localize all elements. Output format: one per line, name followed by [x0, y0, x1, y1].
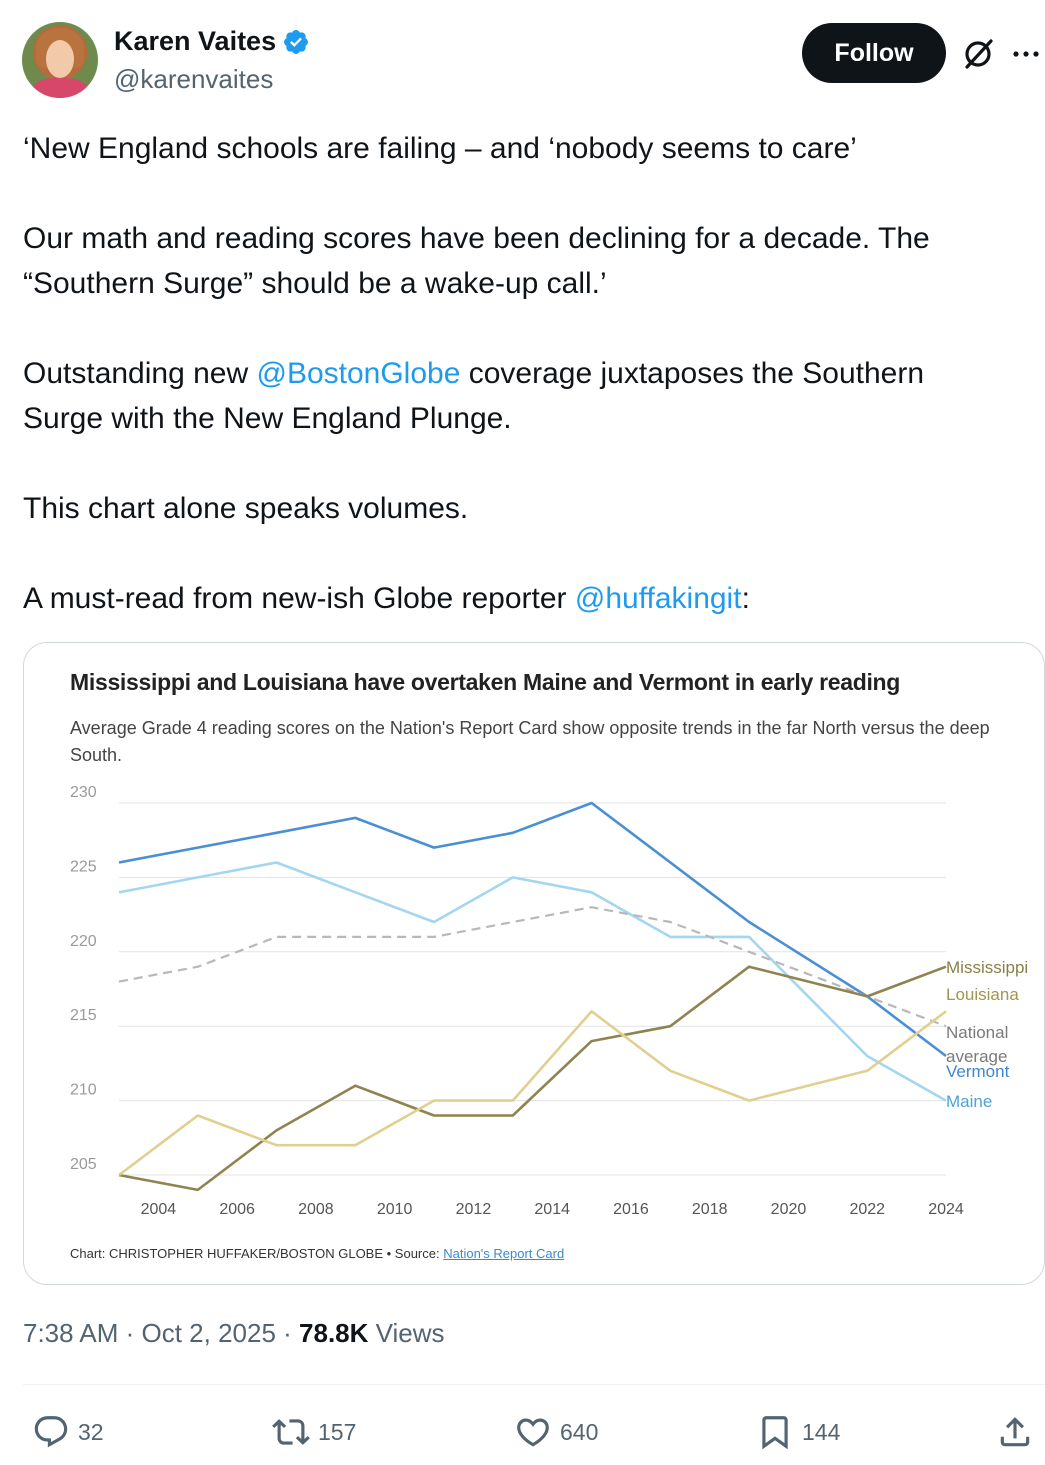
repost-count: 157 [318, 1418, 357, 1445]
avatar[interactable] [22, 22, 98, 98]
more-options-icon[interactable] [1010, 36, 1042, 72]
handle[interactable]: @karenvaites [114, 64, 274, 94]
series-label: National [946, 1023, 1008, 1042]
tweet-text: ‘New England schools are failing – and ‘… [23, 126, 1013, 621]
chart-source-link[interactable]: Nation's Report Card [443, 1246, 565, 1261]
avatar-face [46, 40, 74, 78]
chart-credit: Chart: CHRISTOPHER HUFFAKER/BOSTON GLOBE… [70, 1246, 564, 1261]
text-segment: coverage juxtaposes the Southern [460, 357, 925, 390]
grok-icon[interactable] [960, 36, 996, 72]
series-line-louisiana [118, 1009, 947, 1177]
y-tick-label: 205 [70, 1156, 97, 1173]
repost-icon [272, 1419, 310, 1445]
x-tick-label: 2006 [219, 1201, 255, 1218]
x-tick-label: 2012 [456, 1201, 492, 1218]
text-segment: Outstanding new [23, 357, 257, 390]
display-name[interactable]: Karen Vaites [114, 26, 277, 56]
y-tick-label: 230 [70, 784, 97, 801]
mention-link-huffakingit[interactable]: @huffakingit [574, 582, 742, 615]
avatar-shirt [32, 78, 88, 98]
divider [23, 1384, 1045, 1385]
chart-image-card[interactable]: Mississippi and Louisiana have overtaken… [23, 642, 1045, 1285]
bookmark-button[interactable]: 144 [756, 1404, 840, 1460]
series-label: Louisiana [946, 985, 1019, 1004]
y-tick-label: 210 [70, 1082, 97, 1099]
series-line-national-average [118, 906, 947, 1028]
chart-credit-text: Chart: CHRISTOPHER HUFFAKER/BOSTON GLOBE… [70, 1246, 444, 1261]
like-count: 640 [560, 1418, 599, 1445]
x-tick-label: 2004 [141, 1201, 177, 1218]
text-segment: : [741, 582, 750, 615]
views-count: 78.8K [299, 1318, 369, 1348]
name-row: Karen Vaites [114, 26, 310, 57]
x-tick-label: 2014 [534, 1201, 570, 1218]
series-label: Mississippi [946, 958, 1028, 977]
x-tick-label: 2022 [849, 1201, 885, 1218]
mention-link-bostonglobe[interactable]: @BostonGlobe [256, 357, 461, 390]
bookmark-icon [762, 1416, 788, 1450]
heart-icon [517, 1418, 549, 1447]
tweet-paragraph: Our math and reading scores have been de… [23, 222, 930, 255]
views-label: Views [368, 1318, 445, 1348]
series-line-vermont [118, 801, 947, 1058]
bookmark-count: 144 [802, 1418, 841, 1445]
x-tick-label: 2010 [377, 1201, 413, 1218]
repost-button[interactable]: 157 [272, 1404, 356, 1460]
tweet-header: Karen Vaites @karenvaites Follow [0, 0, 1045, 110]
x-tick-label: 2020 [771, 1201, 807, 1218]
x-tick-label: 2018 [692, 1201, 728, 1218]
share-button[interactable] [996, 1404, 1034, 1460]
tweet-paragraph: ‘New England schools are failing – and ‘… [23, 132, 857, 165]
x-tick-label: 2016 [613, 1201, 649, 1218]
y-tick-label: 215 [70, 1007, 97, 1024]
follow-button[interactable]: Follow [802, 23, 946, 83]
chart-subtitle: Average Grade 4 reading scores on the Na… [70, 718, 990, 765]
series-label: Vermont [946, 1062, 1010, 1081]
y-tick-label: 220 [70, 933, 97, 950]
chart-title: Mississippi and Louisiana have overtaken… [70, 669, 901, 695]
reply-button[interactable]: 32 [32, 1404, 104, 1460]
reply-icon [34, 1416, 68, 1448]
y-tick-label: 225 [70, 858, 97, 875]
tweet-paragraph: A must-read from new-ish Globe reporter … [23, 576, 1013, 621]
series-label: Maine [946, 1092, 992, 1111]
like-button[interactable]: 640 [514, 1404, 598, 1460]
tweet-paragraph: Outstanding new @BostonGlobe coverage ju… [23, 351, 1013, 396]
tweet-paragraph: Surge with the New England Plunge. [23, 402, 512, 435]
series-line-maine [118, 861, 947, 1102]
tweet-meta: 7:38 AM · Oct 2, 2025 · 78.8K Views [23, 1318, 445, 1349]
tweet-paragraph: This chart alone speaks volumes. [23, 492, 469, 525]
tweet-paragraph: “Southern Surge” should be a wake-up cal… [23, 267, 607, 300]
reply-count: 32 [78, 1418, 104, 1445]
action-bar: 32 157 640 144 [0, 1404, 1045, 1460]
x-tick-label: 2008 [298, 1201, 334, 1218]
timestamp[interactable]: 7:38 AM · Oct 2, 2025 · [23, 1318, 300, 1348]
share-icon [1000, 1417, 1030, 1447]
series-label: average [946, 1047, 1007, 1066]
x-tick-label: 2024 [928, 1201, 964, 1218]
verified-badge-icon[interactable] [282, 28, 310, 56]
line-chart: 205 210 215 220 225 230 2004 2006 2008 2010 2012 20… [70, 784, 1028, 1218]
series-line-mississippi [118, 965, 947, 1192]
text-segment: A must-read from new-ish Globe reporter [23, 582, 575, 615]
